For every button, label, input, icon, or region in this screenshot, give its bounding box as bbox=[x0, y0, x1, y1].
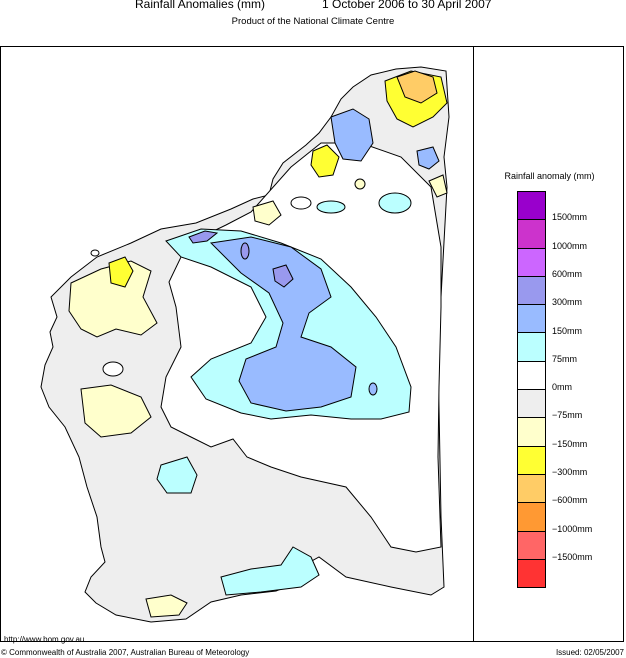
legend-label: −150mm bbox=[552, 438, 588, 449]
legend-label: −1000mm bbox=[552, 523, 593, 534]
legend-label: 75mm bbox=[552, 353, 578, 364]
anomaly-300mm-region bbox=[272, 264, 294, 288]
anomaly-minus150mm-region bbox=[108, 256, 134, 288]
anomaly-minus75mm-region-4 bbox=[145, 594, 188, 618]
legend-swatch bbox=[517, 558, 546, 589]
copyright-notice: © Commonwealth of Australia 2007, Austra… bbox=[1, 648, 250, 657]
contour-loop bbox=[90, 249, 100, 257]
anomaly-75mm-southeast bbox=[220, 546, 320, 596]
legend-color-bar bbox=[517, 191, 546, 589]
legend-label: −75mm bbox=[552, 410, 583, 421]
legend-swatch bbox=[517, 473, 546, 504]
legend-label: 0mm bbox=[552, 382, 572, 393]
anomaly-minus75mm-region-2 bbox=[80, 384, 152, 438]
map-subtitle: Product of the National Climate Centre bbox=[231, 16, 395, 27]
anomaly-300mm-region-coast bbox=[188, 230, 219, 244]
legend-label: 1000mm bbox=[552, 240, 588, 251]
legend-swatch bbox=[517, 191, 546, 221]
anomaly-map bbox=[40, 66, 450, 623]
anomaly-150mm-region bbox=[209, 236, 357, 412]
legend-label: 150mm bbox=[552, 325, 583, 336]
anomaly-minus300mm-region bbox=[396, 70, 438, 104]
legend-swatch bbox=[517, 417, 546, 447]
map-title: Rainfall Anomalies (mm) bbox=[135, 0, 266, 11]
legend-swatch bbox=[517, 445, 546, 475]
legend-swatch bbox=[517, 389, 546, 419]
legend-label: 300mm bbox=[552, 297, 583, 308]
contour-loop bbox=[240, 242, 250, 260]
map-period: 1 October 2006 to 30 April 2007 bbox=[322, 0, 492, 11]
legend-label: −300mm bbox=[552, 467, 588, 477]
legend-swatch bbox=[517, 502, 546, 532]
anomaly-150mm-north bbox=[330, 108, 374, 162]
legend-swatch bbox=[517, 219, 546, 249]
contour-loop bbox=[316, 200, 346, 214]
legend-swatch bbox=[517, 530, 546, 560]
legend-label: −600mm bbox=[552, 495, 588, 506]
legend-divider bbox=[473, 47, 474, 641]
contour-loop bbox=[378, 192, 412, 214]
legend-swatch bbox=[517, 360, 546, 391]
anomaly-minus75mm-northeast bbox=[428, 174, 448, 198]
legend-label: −1500mm bbox=[552, 551, 593, 562]
contour-loop bbox=[354, 178, 366, 190]
contour-loop bbox=[290, 196, 312, 210]
anomaly-minus150mm-north bbox=[310, 144, 340, 178]
anomaly-minus75mm-region-3 bbox=[252, 200, 282, 226]
contour-loop bbox=[102, 361, 124, 377]
source-url[interactable]: http://www.bom.gov.au bbox=[4, 635, 85, 644]
anomaly-75mm-south bbox=[156, 456, 198, 494]
legend-swatch bbox=[517, 247, 546, 277]
legend-swatch bbox=[517, 304, 546, 334]
issued-date: Issued: 02/05/2007 bbox=[555, 648, 624, 657]
anomaly-150mm-east bbox=[416, 146, 440, 170]
legend-swatch bbox=[517, 275, 546, 306]
legend-title: Rainfall anomaly (mm) bbox=[504, 171, 595, 181]
map-frame: Rainfall anomaly (mm) 1500mm 1000mm 600mm 3… bbox=[0, 46, 624, 642]
legend-swatch bbox=[517, 332, 546, 362]
legend-label: 1500mm bbox=[552, 212, 588, 223]
legend-label: 600mm bbox=[552, 268, 583, 279]
contour-loop bbox=[368, 382, 378, 396]
